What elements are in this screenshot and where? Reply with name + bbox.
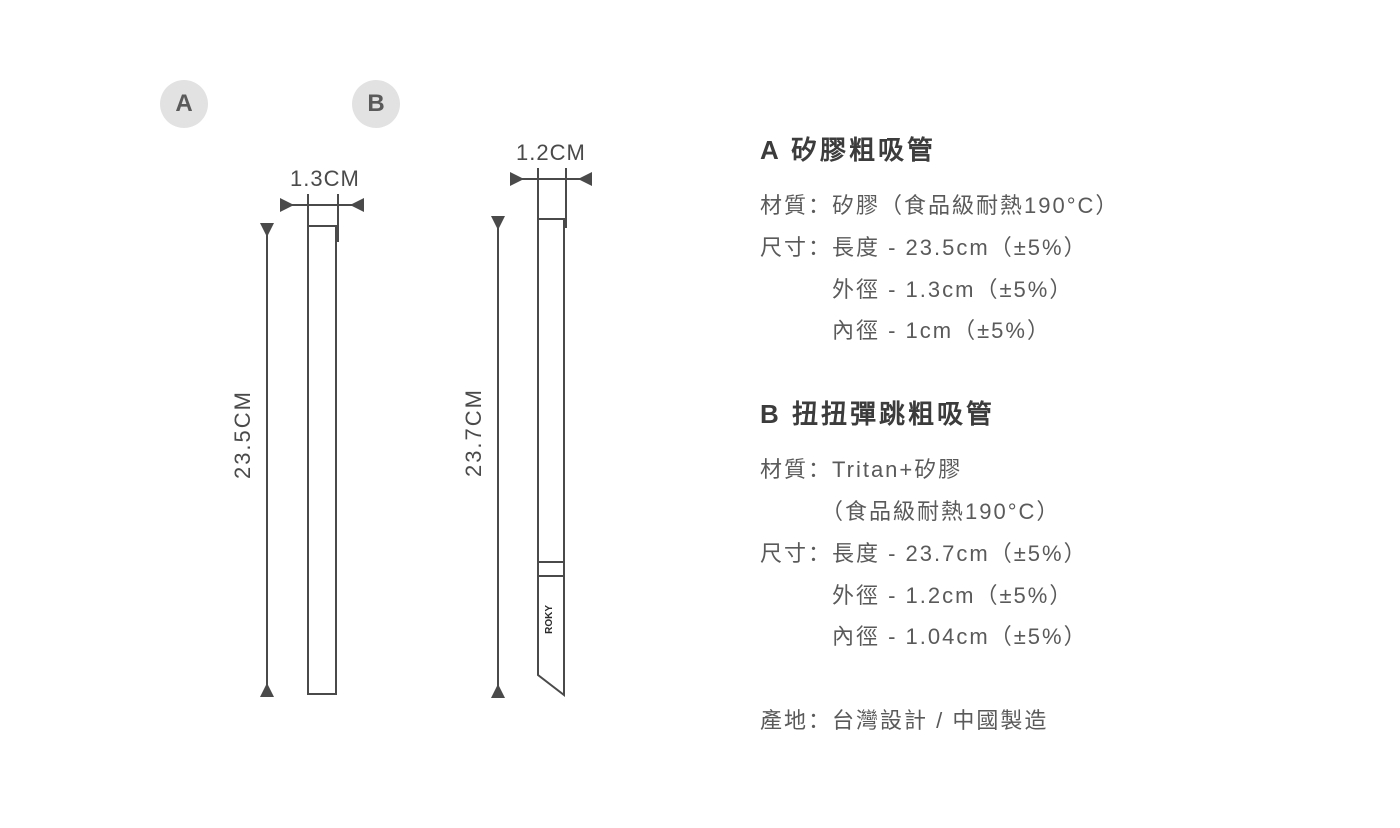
spec-b-line-4: 內徑 - 1.04cm（±5%） bbox=[760, 616, 1400, 658]
diagram-panel: A B 1.3CM 23.5CM 1.2CM ROKY 23.7CM bbox=[0, 0, 700, 828]
width-dim-b bbox=[512, 178, 590, 180]
spec-b-line-0: 材質：Tritan+矽膠 bbox=[760, 449, 1400, 491]
spec-b: B 扭扭彈跳粗吸管 材質：Tritan+矽膠 （食品級耐熱190°C） 尺寸：長… bbox=[760, 394, 1400, 658]
spec-a-line-1: 尺寸：長度 - 23.5cm（±5%） bbox=[760, 227, 1400, 269]
width-label-a: 1.3CM bbox=[290, 166, 360, 192]
straw-a bbox=[307, 225, 337, 695]
spec-b-line-2: 尺寸：長度 - 23.7cm（±5%） bbox=[760, 533, 1400, 575]
spec-a-line-2: 外徑 - 1.3cm（±5%） bbox=[760, 269, 1400, 311]
height-dim-a bbox=[266, 225, 268, 695]
height-dim-b bbox=[497, 218, 499, 696]
brand-label: ROKY bbox=[544, 605, 555, 634]
origin-line: 產地：台灣設計 / 中國製造 bbox=[760, 700, 1400, 742]
width-dim-a bbox=[282, 204, 362, 206]
height-label-a: 23.5CM bbox=[230, 390, 256, 479]
width-label-b: 1.2CM bbox=[516, 140, 586, 166]
spec-b-line-3: 外徑 - 1.2cm（±5%） bbox=[760, 575, 1400, 617]
badge-b: B bbox=[352, 80, 400, 128]
badge-a: A bbox=[160, 80, 208, 128]
main-container: A B 1.3CM 23.5CM 1.2CM ROKY 23.7CM bbox=[0, 0, 1400, 828]
spec-a: A 矽膠粗吸管 材質：矽膠（食品級耐熱190°C） 尺寸：長度 - 23.5cm… bbox=[760, 130, 1400, 352]
spec-b-line-1: （食品級耐熱190°C） bbox=[760, 491, 1400, 533]
spec-a-title: A 矽膠粗吸管 bbox=[760, 130, 1400, 167]
specs-panel: A 矽膠粗吸管 材質：矽膠（食品級耐熱190°C） 尺寸：長度 - 23.5cm… bbox=[700, 0, 1400, 828]
height-label-b: 23.7CM bbox=[461, 388, 487, 477]
spec-a-line-3: 內徑 - 1cm（±5%） bbox=[760, 310, 1400, 352]
spec-a-line-0: 材質：矽膠（食品級耐熱190°C） bbox=[760, 185, 1400, 227]
spec-b-title: B 扭扭彈跳粗吸管 bbox=[760, 394, 1400, 431]
